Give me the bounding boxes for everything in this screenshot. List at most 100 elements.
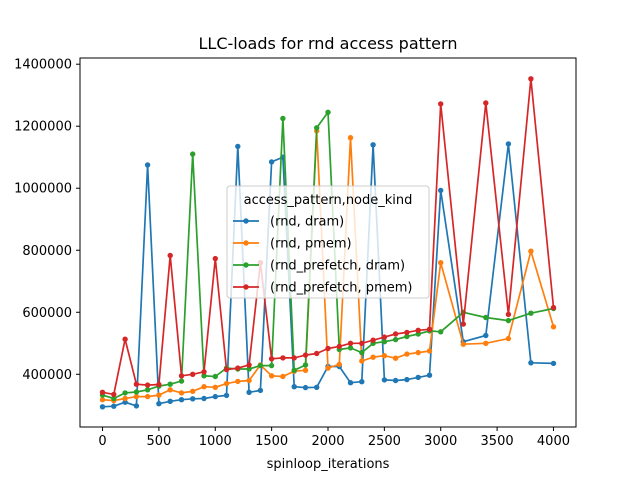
data-point bbox=[190, 151, 196, 157]
data-point bbox=[392, 355, 399, 361]
data-point bbox=[246, 362, 252, 368]
legend-label: (rnd_prefetch, pmem) bbox=[270, 281, 412, 296]
data-point bbox=[438, 101, 444, 107]
data-point bbox=[144, 162, 151, 168]
y-tick-label: 600000 bbox=[22, 306, 72, 321]
data-point bbox=[212, 373, 218, 380]
data-point bbox=[347, 340, 354, 346]
x-tick-label: 1000 bbox=[199, 434, 232, 449]
data-point bbox=[325, 109, 331, 116]
data-point bbox=[122, 390, 128, 396]
data-point bbox=[370, 354, 376, 360]
data-point bbox=[178, 390, 185, 396]
data-point bbox=[438, 187, 444, 194]
data-point bbox=[438, 329, 444, 335]
data-point bbox=[336, 361, 342, 368]
data-point bbox=[223, 366, 230, 373]
data-point bbox=[133, 403, 140, 409]
data-point bbox=[122, 395, 128, 402]
data-point bbox=[370, 337, 376, 343]
data-point bbox=[392, 331, 399, 337]
data-point bbox=[167, 381, 173, 387]
data-point bbox=[347, 345, 354, 351]
data-point bbox=[404, 329, 410, 336]
data-point bbox=[528, 310, 534, 316]
data-point bbox=[359, 379, 365, 385]
data-point bbox=[133, 381, 140, 387]
data-point bbox=[550, 360, 557, 367]
data-point bbox=[528, 248, 534, 254]
data-point bbox=[336, 343, 342, 350]
data-point bbox=[212, 393, 218, 400]
data-point bbox=[483, 314, 489, 321]
data-point bbox=[381, 377, 388, 383]
data-point bbox=[268, 356, 275, 362]
data-point bbox=[235, 378, 241, 385]
data-point bbox=[235, 365, 241, 371]
data-point bbox=[347, 380, 354, 386]
data-point bbox=[550, 324, 557, 330]
x-tick-label: 500 bbox=[146, 434, 171, 449]
data-point bbox=[460, 341, 466, 347]
legend-item: (rnd_prefetch, dram) bbox=[233, 259, 405, 274]
data-point bbox=[246, 366, 252, 372]
data-point bbox=[156, 392, 162, 398]
data-point bbox=[268, 159, 275, 165]
data-point bbox=[190, 396, 196, 402]
legend-title: access_pattern,node_kind bbox=[244, 193, 413, 208]
data-point bbox=[302, 352, 309, 358]
data-point bbox=[257, 362, 264, 369]
data-point bbox=[99, 397, 106, 403]
data-point bbox=[381, 353, 388, 359]
data-point bbox=[460, 321, 466, 327]
data-point bbox=[392, 336, 399, 343]
y-tick-label: 800000 bbox=[22, 244, 72, 259]
data-point bbox=[178, 373, 185, 379]
x-tick-label: 2000 bbox=[311, 434, 344, 449]
data-point bbox=[268, 373, 275, 379]
data-point bbox=[122, 336, 128, 342]
data-point bbox=[404, 333, 410, 340]
data-point bbox=[505, 311, 512, 318]
plot-data-layer bbox=[99, 76, 557, 410]
x-tick-label: 0 bbox=[98, 434, 106, 449]
data-point bbox=[505, 141, 512, 147]
data-point bbox=[111, 391, 117, 398]
data-point bbox=[483, 100, 489, 106]
data-point bbox=[144, 382, 151, 388]
data-point bbox=[483, 340, 489, 346]
legend-swatch-marker bbox=[243, 218, 249, 224]
data-point bbox=[280, 373, 286, 380]
data-point bbox=[325, 345, 331, 352]
data-point bbox=[268, 362, 275, 369]
data-point bbox=[381, 339, 388, 345]
x-tick-label: 2500 bbox=[368, 434, 401, 449]
y-tick-label: 1000000 bbox=[14, 182, 72, 197]
data-point bbox=[370, 142, 376, 148]
data-point bbox=[223, 392, 230, 399]
data-point bbox=[415, 349, 421, 356]
data-point bbox=[257, 387, 264, 394]
data-point bbox=[392, 377, 399, 384]
y-tick-label: 1200000 bbox=[14, 120, 72, 135]
series-group bbox=[99, 76, 557, 398]
data-point bbox=[167, 398, 173, 404]
data-point bbox=[426, 348, 433, 354]
data-point bbox=[314, 350, 320, 357]
legend-item: (rnd_prefetch, pmem) bbox=[233, 281, 412, 296]
data-point bbox=[483, 332, 489, 339]
data-point bbox=[212, 384, 218, 390]
data-point bbox=[528, 360, 534, 366]
data-point bbox=[381, 334, 388, 340]
data-point bbox=[291, 384, 297, 390]
data-point bbox=[291, 355, 297, 361]
data-point bbox=[280, 115, 286, 122]
data-point bbox=[190, 388, 196, 394]
legend-box bbox=[226, 185, 430, 299]
data-point bbox=[415, 374, 421, 381]
data-point bbox=[404, 351, 410, 357]
data-point bbox=[167, 252, 173, 259]
data-point bbox=[201, 384, 207, 390]
data-point bbox=[302, 384, 309, 391]
